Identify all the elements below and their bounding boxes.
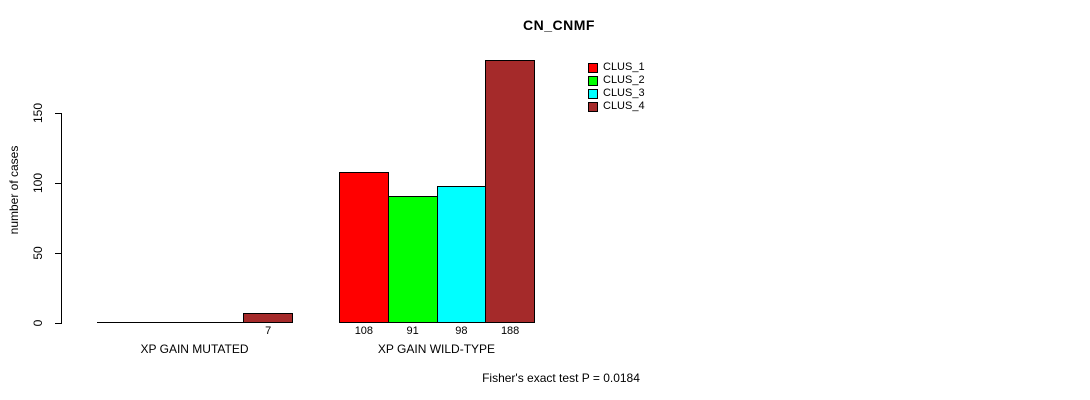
y-tick-label: 50 [31, 246, 45, 260]
bar-clus_1 [339, 172, 389, 323]
legend-label: CLUS_4 [603, 100, 645, 112]
y-axis-tick [55, 323, 62, 324]
legend-label: CLUS_2 [603, 74, 645, 86]
bar-zero [194, 322, 245, 323]
y-axis-tick [55, 183, 62, 184]
bar-zero [145, 322, 196, 323]
y-tick-label: 0 [31, 319, 45, 327]
bar-value-label: 98 [455, 325, 468, 337]
y-tick-label: 100 [31, 172, 45, 194]
legend-item-clus_3: CLUS_3 [588, 87, 645, 100]
bar-value-label: 7 [265, 325, 272, 337]
bar-clus_4 [485, 60, 535, 323]
y-tick-label: 150 [31, 102, 45, 124]
bar-zero [97, 322, 147, 323]
bar-value-label: 108 [354, 325, 374, 337]
legend: CLUS_1 CLUS_2 CLUS_3 CLUS_4 [588, 61, 645, 113]
y-axis-tick [55, 113, 62, 114]
bar-clus_3 [436, 186, 487, 323]
y-axis-line [61, 113, 62, 324]
chart-title: CN_CNMF [523, 17, 595, 33]
legend-swatch [588, 62, 598, 73]
bar-value-label: 91 [406, 325, 419, 337]
y-axis-label: number of cases [7, 145, 21, 235]
fisher-test-annotation: Fisher's exact test P = 0.0184 [482, 371, 640, 385]
bar-clus_4 [243, 313, 293, 323]
legend-label: CLUS_1 [603, 61, 645, 73]
legend-swatch [588, 75, 598, 86]
bar-value-label: 188 [500, 325, 520, 337]
legend-swatch [588, 88, 598, 99]
category-label: XP GAIN MUTATED [140, 342, 249, 356]
bar-clus_2 [387, 196, 438, 323]
y-axis-tick [55, 253, 62, 254]
legend-item-clus_2: CLUS_2 [588, 74, 645, 87]
category-label: XP GAIN WILD-TYPE [377, 342, 496, 356]
legend-item-clus_1: CLUS_1 [588, 61, 645, 74]
legend-swatch [588, 101, 598, 112]
legend-item-clus_4: CLUS_4 [588, 100, 645, 113]
legend-label: CLUS_3 [603, 87, 645, 99]
